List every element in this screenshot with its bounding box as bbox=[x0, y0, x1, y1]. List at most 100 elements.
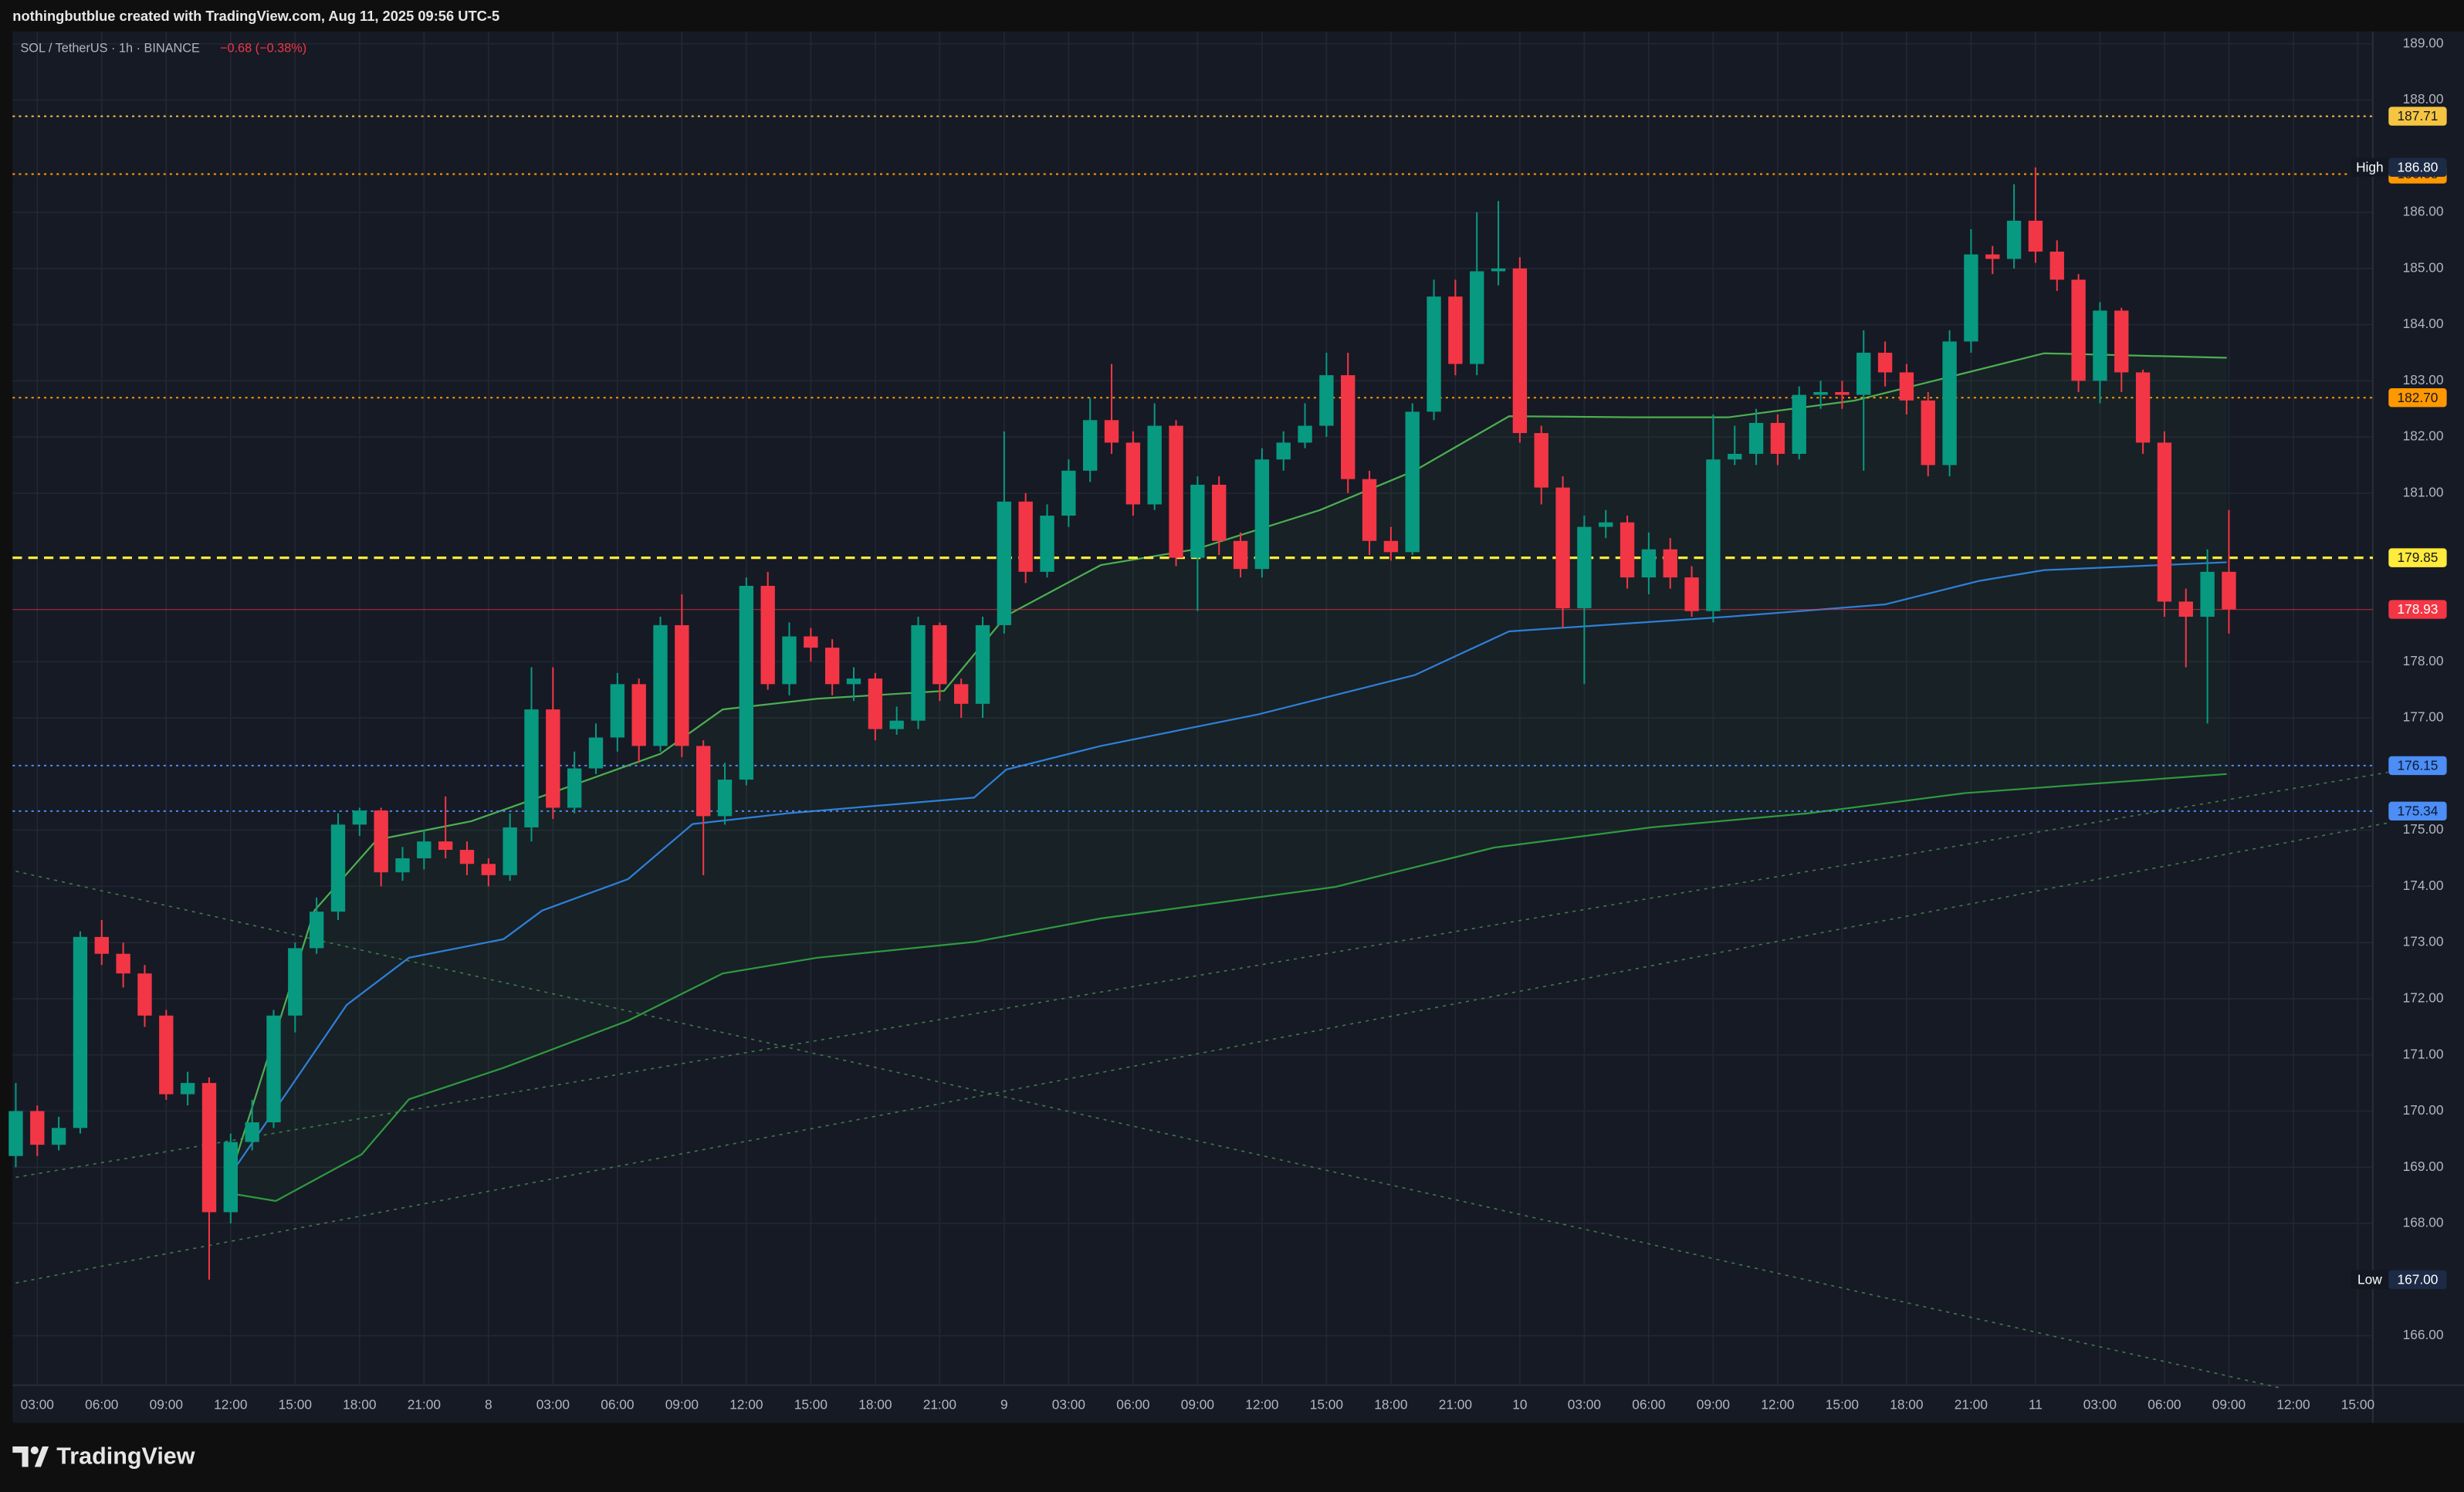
candle-body bbox=[1663, 549, 1677, 578]
x-tick-label: 03:00 bbox=[1568, 1397, 1601, 1412]
y-tick-label: 188.00 bbox=[2403, 91, 2444, 107]
candle-body bbox=[374, 810, 388, 873]
candle-body bbox=[1190, 485, 1205, 558]
x-tick-label: 21:00 bbox=[923, 1397, 956, 1412]
candle-body bbox=[30, 1111, 45, 1145]
candle-body bbox=[1512, 268, 1528, 434]
x-tick-label: 06:00 bbox=[2148, 1397, 2181, 1412]
candle-body bbox=[717, 780, 733, 817]
candle-body bbox=[352, 810, 367, 825]
candle-body bbox=[739, 586, 754, 780]
labels: 189.00 188.00 186.00 185.00 184.00 183.00 182.… bbox=[21, 35, 2447, 1412]
candle-body bbox=[1254, 459, 1270, 570]
y-tick-label: 168.00 bbox=[2403, 1215, 2444, 1230]
candle-body bbox=[1899, 372, 1914, 401]
x-tick-label: 03:00 bbox=[2083, 1397, 2117, 1412]
logo-mark bbox=[12, 1446, 29, 1467]
y-tick-label: 184.00 bbox=[2403, 316, 2444, 331]
level-label: 176.15 bbox=[2398, 757, 2439, 773]
x-tick-label: 18:00 bbox=[1374, 1397, 1407, 1412]
candle-body bbox=[546, 709, 560, 808]
brand-name: TradingView bbox=[56, 1443, 195, 1469]
x-tick-label: 10 bbox=[1512, 1397, 1527, 1412]
y-tick-label: 178.00 bbox=[2403, 653, 2444, 668]
candle-body bbox=[1577, 526, 1592, 609]
candle-body bbox=[1298, 425, 1312, 443]
moving-average bbox=[228, 561, 2227, 1178]
candle-body bbox=[2135, 372, 2151, 443]
candles bbox=[8, 167, 2236, 1280]
marker-name: High bbox=[2356, 159, 2384, 174]
level-box bbox=[2388, 801, 2447, 821]
marker-name-box bbox=[2351, 1270, 2389, 1290]
change-legend: −0.68 (−0.38%) bbox=[220, 41, 306, 55]
candle-body bbox=[8, 1111, 23, 1156]
x-tick-label: 06:00 bbox=[1632, 1397, 1665, 1412]
candle-body bbox=[1985, 254, 2000, 259]
logo-mark bbox=[34, 1446, 49, 1467]
x-tick-label: 06:00 bbox=[85, 1397, 118, 1412]
y-tick-label: 183.00 bbox=[2403, 372, 2444, 387]
candle-body bbox=[1383, 540, 1399, 553]
candle-body bbox=[1212, 485, 1227, 541]
candle-body bbox=[954, 684, 969, 704]
level-box bbox=[2388, 756, 2447, 776]
candle-body bbox=[137, 973, 152, 1016]
y-tick-label: 166.00 bbox=[2403, 1327, 2444, 1342]
marker-name-box bbox=[2351, 157, 2389, 178]
lines bbox=[12, 115, 2388, 1389]
plot-area bbox=[12, 31, 2373, 1385]
level-label: 175.34 bbox=[2398, 803, 2439, 818]
brand-logo bbox=[12, 1446, 49, 1467]
candle-body bbox=[1728, 453, 1742, 460]
candle-body bbox=[245, 1122, 259, 1142]
y-tick-label: 171.00 bbox=[2403, 1046, 2444, 1061]
candle-body bbox=[1599, 522, 1613, 527]
candle-body bbox=[1147, 425, 1162, 505]
y-tick-label: 174.00 bbox=[2403, 878, 2444, 893]
candle-body bbox=[1169, 425, 1183, 558]
ma-band bbox=[228, 353, 2227, 1201]
candle-body bbox=[503, 827, 517, 875]
marker-value-box bbox=[2388, 157, 2447, 178]
candle-body bbox=[824, 648, 840, 685]
y-tick-label: 182.00 bbox=[2403, 428, 2444, 444]
candle-body bbox=[1491, 268, 1506, 272]
candle-body bbox=[760, 586, 775, 685]
level-label: 187.71 bbox=[2398, 108, 2439, 123]
candle-body bbox=[2178, 601, 2193, 617]
candle-body bbox=[675, 624, 689, 746]
candle-body bbox=[116, 953, 130, 974]
candle-body bbox=[1448, 296, 1463, 364]
candle-body bbox=[438, 841, 453, 851]
candle-body bbox=[330, 824, 346, 912]
candle-body bbox=[201, 1083, 217, 1213]
candle-body bbox=[159, 1015, 174, 1094]
candle-body bbox=[1534, 433, 1548, 488]
x-tick-label: 18:00 bbox=[1890, 1397, 1923, 1412]
candle-body bbox=[2071, 279, 2086, 381]
candle-body bbox=[846, 678, 861, 685]
x-tick-label: 21:00 bbox=[408, 1397, 441, 1412]
candle-body bbox=[868, 678, 883, 729]
x-tick-label: 12:00 bbox=[214, 1397, 247, 1412]
level-label: 182.70 bbox=[2398, 390, 2439, 405]
x-tick-label: 06:00 bbox=[1116, 1397, 1149, 1412]
y-tick-label: 177.00 bbox=[2403, 709, 2444, 725]
x-tick-label: 03:00 bbox=[536, 1397, 570, 1412]
candle-body bbox=[1792, 394, 1806, 454]
y-tick-label: 185.00 bbox=[2403, 259, 2444, 275]
marker-value-box bbox=[2388, 1270, 2447, 1290]
candle-body bbox=[932, 624, 947, 685]
candle-body bbox=[997, 501, 1012, 625]
candle-body bbox=[2222, 571, 2236, 610]
marker-name: Low bbox=[2357, 1271, 2382, 1287]
candle-body bbox=[1856, 352, 1871, 395]
candle-body bbox=[94, 936, 109, 954]
candle-body bbox=[1684, 577, 1699, 611]
x-tick-label: 09:00 bbox=[2212, 1397, 2246, 1412]
x-tick-label: 09:00 bbox=[1181, 1397, 1214, 1412]
candle-body bbox=[2157, 442, 2172, 602]
candle-body bbox=[459, 850, 475, 864]
candle-body bbox=[1319, 375, 1334, 426]
